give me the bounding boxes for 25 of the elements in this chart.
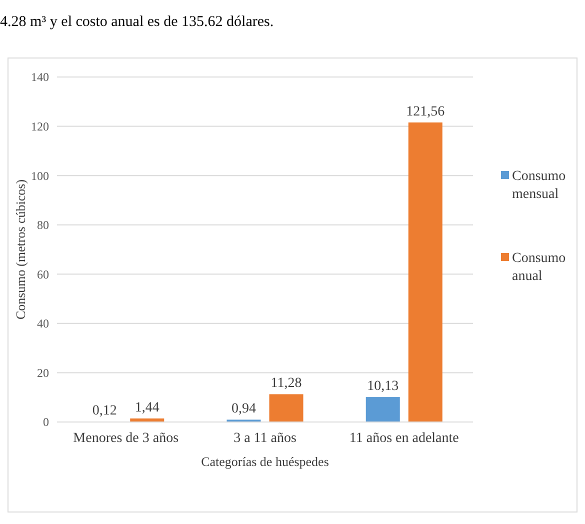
bar <box>269 394 304 422</box>
y-tick-label: 40 <box>37 316 49 331</box>
y-tick-label: 140 <box>31 70 49 84</box>
bar <box>408 122 442 422</box>
x-axis-title: Categorías de huéspedes <box>201 454 329 469</box>
data-label: 10,13 <box>367 379 399 394</box>
legend-label: Consumo mensual <box>512 169 566 202</box>
y-tick-label: 0 <box>43 415 49 430</box>
legend-label: Consumo anual <box>512 251 566 284</box>
text: 4.28 m³ y el costo anual es de 135.62 dólares. <box>0 14 274 30</box>
data-label: 1,44 <box>134 400 160 416</box>
data-label: 0,12 <box>92 404 117 419</box>
y-tick-label: 60 <box>37 267 49 282</box>
y-tick-label: 120 <box>31 119 49 134</box>
x-tick-label: Menores de 3 años <box>73 431 179 446</box>
x-tick-label: 3 a 11 años <box>234 431 296 446</box>
y-tick-label: 80 <box>37 218 49 232</box>
data-label: 0,94 <box>231 402 256 417</box>
data-label: 11,28 <box>270 376 302 392</box>
x-tick-label: 11 años en adelante <box>349 431 459 446</box>
y-tick-label: 20 <box>37 366 49 380</box>
data-label: 121,56 <box>406 104 445 120</box>
y-tick-label: 100 <box>31 168 49 183</box>
bar <box>366 397 400 422</box>
y-axis-title: Consumo (metros cúbicos) <box>13 179 28 320</box>
